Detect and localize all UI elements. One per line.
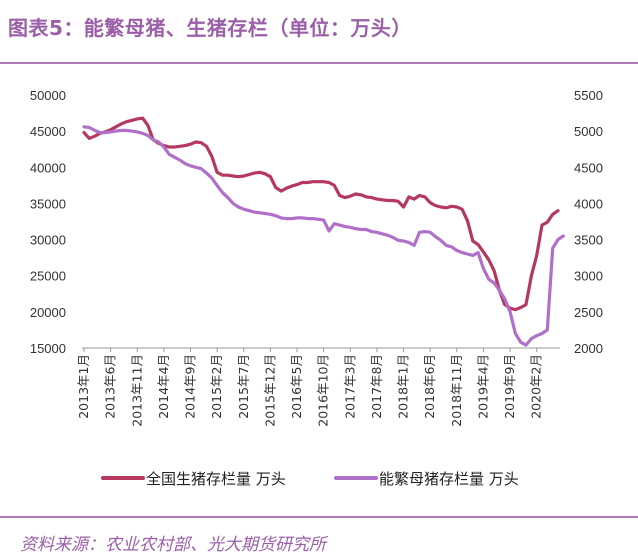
- x-tick-label: 2018年6月: [422, 354, 437, 419]
- x-tick-label: 2019年9月: [502, 354, 517, 419]
- right-tick-label: 3000: [574, 269, 603, 284]
- source-note: 资料来源：农业农村部、光大期货研究所: [20, 535, 326, 555]
- x-tick-label: 2013年11月: [129, 354, 144, 427]
- x-tick-label: 2015年12月: [262, 354, 277, 427]
- left-tick-label: 35000: [30, 196, 66, 211]
- x-tick-label: 2015年2月: [209, 354, 224, 419]
- right-axis-ticks: 5500 5000 4500 4000 3500 3000 2500 2000: [574, 88, 603, 356]
- x-tick-label: 2018年11月: [449, 354, 464, 427]
- x-axis-ticks: 2013年1月 2013年6月 2013年11月 2014年4月 2014年9月 2015…: [76, 348, 544, 427]
- x-tick-label: 2016年10月: [316, 354, 331, 427]
- right-tick-label: 4500: [574, 160, 603, 175]
- x-tick-label: 2019年4月: [475, 354, 490, 419]
- chart-title: 图表5：能繁母猪、生猪存栏（单位：万头）: [8, 16, 412, 40]
- x-tick-label: 2013年1月: [76, 354, 91, 419]
- x-tick-label: 2015年7月: [236, 354, 251, 419]
- series-lines: [82, 116, 565, 347]
- right-tick-label: 4000: [574, 196, 603, 211]
- left-axis-ticks: 50000 45000 40000 35000 30000 25000 20000 15000: [30, 88, 66, 356]
- right-tick-label: 5000: [574, 124, 603, 139]
- left-tick-label: 20000: [30, 305, 66, 320]
- x-tick-label: 2017年8月: [369, 354, 384, 419]
- left-tick-label: 25000: [30, 269, 66, 284]
- right-tick-label: 3500: [574, 233, 603, 248]
- top-divider: [0, 62, 638, 64]
- right-tick-label: 5500: [574, 88, 603, 103]
- x-tick-label: 2014年4月: [156, 354, 171, 419]
- x-tick-label: 2014年9月: [183, 354, 198, 419]
- x-tick-label: 2013年6月: [103, 354, 118, 419]
- x-tick-label: 2016年5月: [289, 354, 304, 419]
- left-tick-label: 15000: [30, 341, 66, 356]
- legend-label-series-2: 能繁母猪存栏量 万头: [379, 470, 519, 488]
- left-tick-label: 40000: [30, 160, 66, 175]
- bottom-divider: [0, 516, 638, 518]
- right-tick-label: 2000: [574, 341, 603, 356]
- legend: 全国生猪存栏量 万头 能繁母猪存栏量 万头: [101, 470, 519, 488]
- legend-label-series-1: 全国生猪存栏量 万头: [146, 470, 286, 488]
- series-line-1: [82, 116, 560, 312]
- series-line-2: [82, 125, 565, 347]
- left-tick-label: 45000: [30, 124, 66, 139]
- x-tick-label: 2020年2月: [529, 354, 544, 419]
- right-tick-label: 2500: [574, 305, 603, 320]
- x-tick-label: 2018年1月: [396, 354, 411, 419]
- x-tick-label: 2017年3月: [342, 354, 357, 419]
- left-tick-label: 30000: [30, 233, 66, 248]
- left-tick-label: 50000: [30, 88, 66, 103]
